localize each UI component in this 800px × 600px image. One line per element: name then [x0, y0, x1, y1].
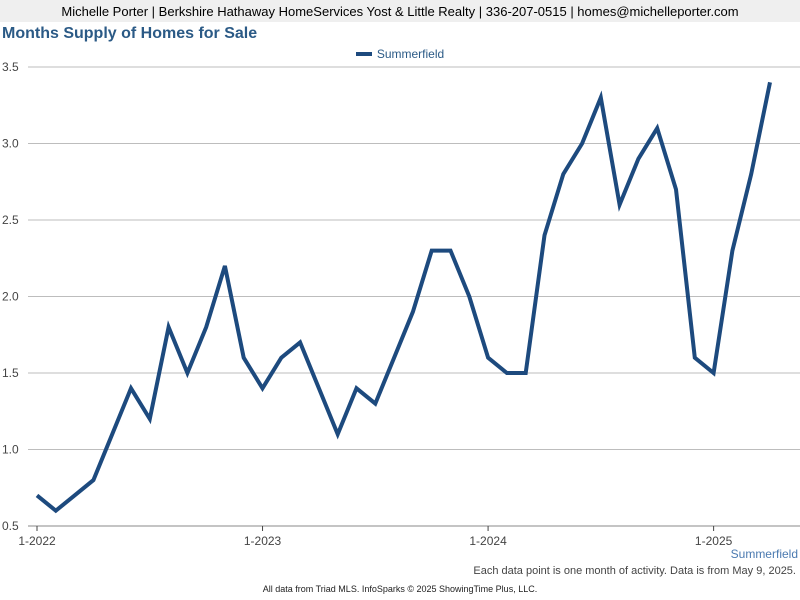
- copyright-notice: All data from Triad MLS. InfoSparks © 20…: [262, 584, 538, 594]
- y-tick-label: 3.5: [2, 60, 19, 74]
- legend-swatch: [355, 52, 372, 56]
- y-tick-label: 3.0: [2, 137, 19, 151]
- y-tick-label: 2.0: [2, 290, 19, 304]
- series-caption: Summerfield: [730, 547, 798, 561]
- x-tick-label: 1-2022: [18, 534, 56, 548]
- x-tick-label: 1-2023: [244, 534, 282, 548]
- data-footnote: Each data point is one month of activity…: [473, 565, 796, 577]
- legend-label: Summerfield: [376, 47, 445, 61]
- x-tick-label: 1-2025: [695, 534, 733, 548]
- chart-title: Months Supply of Homes for Sale: [2, 25, 258, 42]
- agent-contact-header: Michelle Porter | Berkshire Hathaway Hom…: [0, 0, 800, 22]
- x-tick-label: 1-2024: [469, 534, 507, 548]
- agent-contact-text: Michelle Porter | Berkshire Hathaway Hom…: [61, 3, 739, 19]
- series-line-summerfield: [35, 81, 772, 514]
- y-tick-label: 1.5: [2, 366, 19, 380]
- y-tick-label: 2.5: [2, 213, 19, 227]
- y-tick-label: 1.0: [2, 443, 19, 457]
- chart-legend[interactable]: Summerfield: [0, 46, 800, 62]
- y-tick-label: 0.5: [2, 519, 19, 533]
